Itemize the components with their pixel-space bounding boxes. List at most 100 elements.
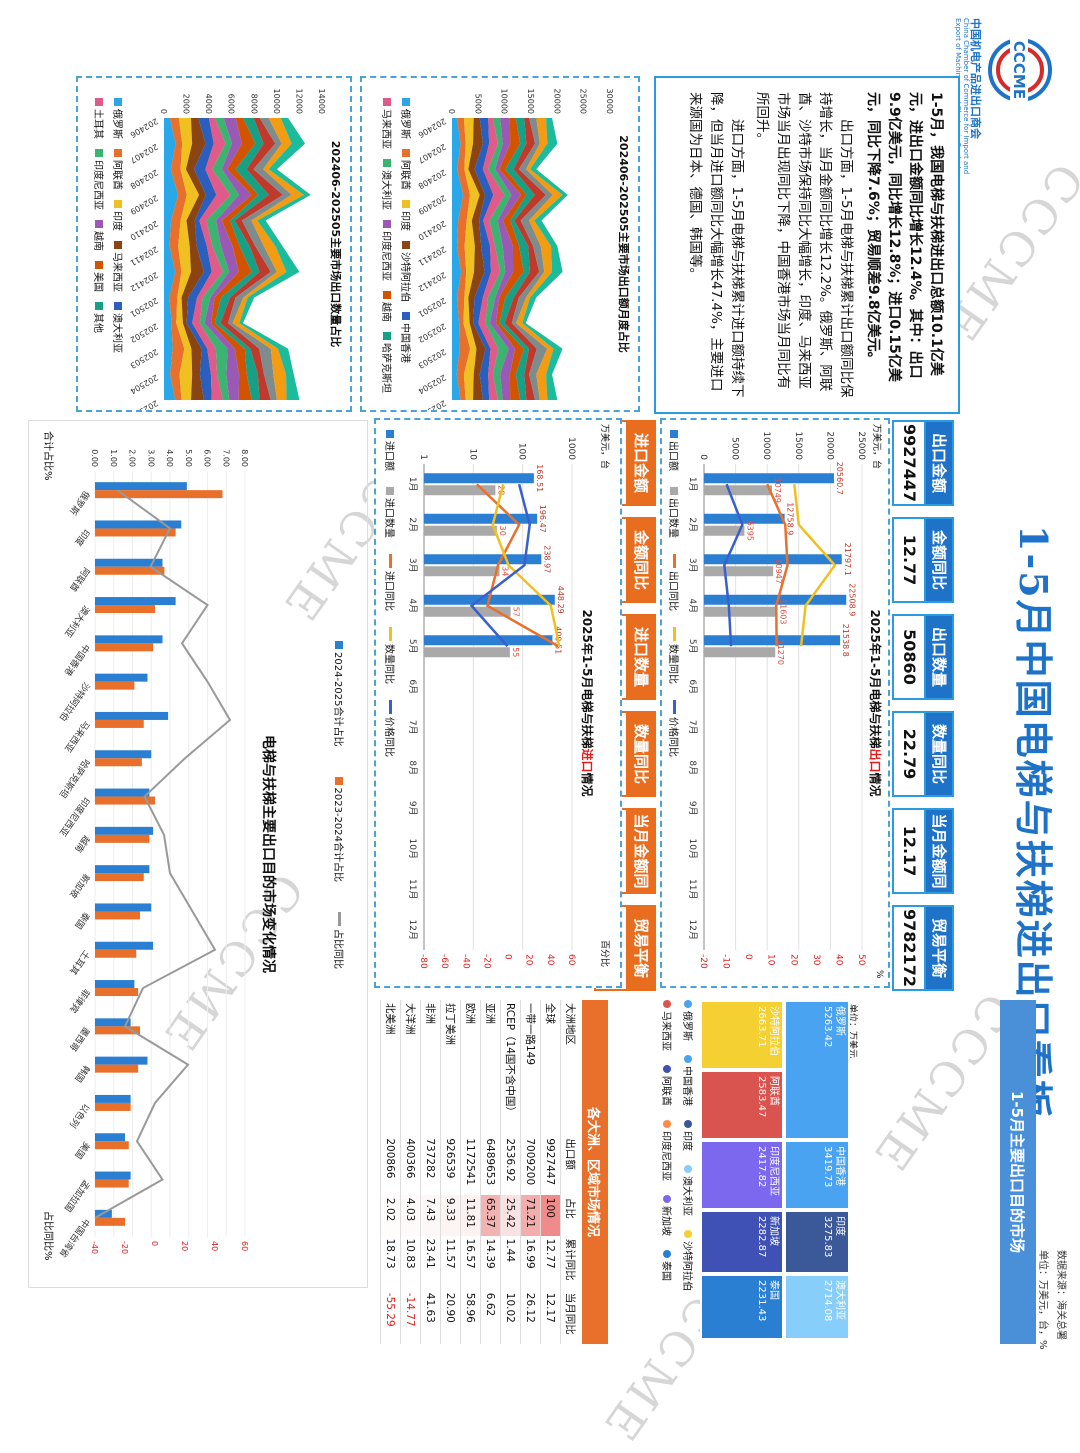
kpi-label: 当月金额同比	[904, 808, 954, 894]
legend-label: 印度	[399, 211, 410, 231]
data-label: 30	[498, 526, 507, 536]
legend-item: 数量同比	[667, 627, 682, 684]
x-tick-label: 美国	[72, 1140, 92, 1162]
unit-note: 单位：万美元，台，%	[1037, 1250, 1048, 1350]
legend-item: 价格同比	[383, 700, 398, 757]
table-header-cell: 出口额	[560, 1135, 580, 1195]
table-cell: 400366	[400, 1135, 421, 1195]
y-tick-label: 2000	[182, 94, 191, 114]
right-tick-label: -10	[721, 954, 731, 969]
legend-swatch	[383, 159, 392, 167]
legend-swatch	[663, 1195, 672, 1203]
x-tick-label: 202409	[129, 193, 160, 216]
x-tick-label: 202408	[417, 168, 448, 191]
kpi-label: 金额同比	[924, 517, 954, 603]
right-tick-label: -80	[418, 954, 428, 969]
table-cell: 16.57	[460, 1235, 481, 1290]
kpi-value: 50860	[892, 614, 924, 700]
treemap-cell-name: 俄罗斯	[834, 1006, 845, 1036]
table-row: 欧洲 1172541 11.81 16.57 58.96	[460, 1000, 481, 1344]
legend-label: 中国香港	[399, 323, 410, 363]
bar-2023-2024合计占比	[95, 834, 150, 843]
legend-label: 印度	[111, 211, 122, 231]
kpi-card: 出口金额 9927447	[892, 420, 954, 506]
x-tick-label: 202410	[417, 219, 448, 242]
area-layer	[468, 118, 486, 400]
left-tick-label: 3.00	[146, 449, 155, 467]
bar-2024-2025合计占比	[95, 865, 150, 874]
region-table-title: 各大洲、区域市场情况	[585, 1106, 600, 1237]
export-left-unit: 万美元，台	[871, 424, 881, 470]
left-tick-label: 20000	[824, 431, 834, 460]
bar-2024-2025合计占比	[95, 558, 163, 567]
table-cell: 100	[540, 1194, 561, 1236]
bar-出口额	[704, 635, 841, 646]
legend-swatch	[684, 1000, 693, 1008]
legend-swatch	[389, 700, 392, 714]
y-tick-label: 12000	[294, 89, 303, 114]
x-tick-label: 202501	[417, 296, 448, 319]
right-tick-label: 30	[811, 954, 821, 966]
left-tick-label: 1.00	[109, 449, 118, 467]
x-tick-label: 中国香港	[62, 642, 92, 678]
treemap-cell-value: 2417.82	[756, 1146, 767, 1188]
legend-item: 越南	[380, 291, 395, 322]
legend-label: 进口数量	[383, 498, 394, 538]
area-layer	[239, 118, 311, 400]
area-layer	[228, 118, 292, 400]
x-tick-label: 202406	[129, 116, 160, 139]
treemap-cell-value: 3419.73	[822, 1146, 833, 1188]
legend-swatch	[95, 149, 104, 157]
legend-label: 2023-2024合计占比	[332, 787, 343, 883]
legend-item: 马来西亚	[380, 98, 395, 149]
right-tick-label: 20	[788, 954, 798, 966]
x-tick-label: 9月	[407, 801, 418, 816]
line-出口同比	[766, 483, 789, 647]
legend-swatch	[114, 302, 123, 310]
kpi-value: 22.79	[892, 711, 924, 797]
data-label: 20560.7	[835, 462, 844, 495]
summary-paragraph-1: 1-5月，我国电梯与扶梯进出口总额10.1亿美元，进出口金额同比增长12.4%。…	[865, 92, 944, 382]
legend-swatch	[402, 312, 411, 320]
legend-label: 马来西亚	[380, 109, 391, 149]
treemap-cell-value: 2282.87	[756, 1216, 767, 1258]
table-cell: 2.02	[380, 1194, 401, 1236]
table-header-cell: 累计同比	[560, 1235, 580, 1290]
table-cell: 4.03	[400, 1194, 421, 1236]
data-label: 6395	[745, 521, 754, 541]
x-tick-label: 3月	[407, 558, 418, 573]
legend-swatch	[670, 430, 679, 438]
legend-item: 俄罗斯	[681, 1000, 696, 1041]
area-chart-amount-legend: 俄罗斯 阿联酋 印度 沙特阿拉伯 中国香港 马来西亚 澳大利亚 印度尼西亚 越南 哈萨克斯坦	[380, 98, 414, 398]
area-chart-qty-panel: 202406-202505主要市场出口数量占比 0 2000 4000 6000 800…	[76, 76, 352, 412]
bar-进口数量	[424, 525, 497, 536]
area-chart-amount-title: 202406-202505主要市场出口额月度占比	[617, 135, 630, 353]
x-tick-label: 俄罗斯	[67, 488, 92, 517]
legend-label: 沙特阿拉伯	[399, 252, 410, 302]
legend-item: 价格同比	[667, 700, 682, 757]
table-cell: 1172541	[460, 1135, 481, 1195]
bar-出口额	[703, 554, 842, 565]
kpi-value: 12.77	[892, 517, 924, 603]
legend-swatch	[402, 98, 411, 106]
table-cell: 18.73	[380, 1235, 401, 1290]
table-cell: 25.42	[500, 1194, 521, 1236]
left-tick-label: 5.00	[184, 449, 193, 467]
table-cell: 欧洲	[460, 1000, 481, 1136]
treemap-cell: 俄罗斯 5263.42	[784, 1000, 850, 1140]
table-cell: 11.57	[440, 1235, 461, 1290]
bar-2023-2024合计占比	[95, 1102, 131, 1111]
x-tick-label: 6月	[407, 679, 418, 694]
treemap-cell-name: 阿联酋	[768, 1076, 779, 1106]
table-cell: 41.63	[420, 1289, 441, 1344]
legend-item: 越南	[92, 220, 107, 251]
bar-2023-2024合计占比	[95, 1141, 129, 1150]
legend-item: 印度尼西亚	[660, 1120, 675, 1181]
logo-emblem: CCCME	[988, 28, 1052, 112]
area-layer	[192, 118, 231, 400]
legend-item: 新加坡	[660, 1195, 675, 1236]
legend-swatch	[663, 1065, 672, 1073]
kpi-label: 出口数量	[924, 614, 954, 700]
bar-进口数量	[424, 566, 500, 577]
